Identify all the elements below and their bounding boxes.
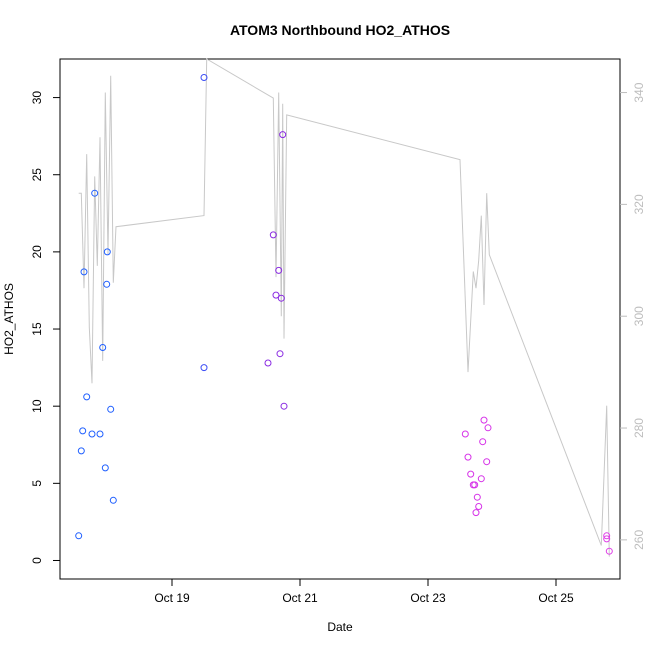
data-point <box>75 532 83 540</box>
y-axis: 0 5 10 15 20 25 30 <box>30 91 60 564</box>
y2-tick-label: 280 <box>632 418 646 438</box>
data-point <box>99 344 107 351</box>
data-point <box>605 547 613 555</box>
data-point <box>88 430 96 438</box>
data-point <box>79 427 87 435</box>
y2-tick-label: 260 <box>632 530 646 550</box>
data-point <box>471 481 479 489</box>
y2-tick-label: 300 <box>632 306 646 326</box>
data-point <box>467 470 475 478</box>
data-point <box>101 464 109 472</box>
data-point <box>96 430 104 438</box>
data-point <box>279 131 287 139</box>
data-point <box>109 496 117 504</box>
data-point <box>275 266 283 274</box>
y-tick-label: 15 <box>30 322 44 336</box>
data-point <box>200 74 208 81</box>
data-point <box>103 280 111 288</box>
data-point <box>477 475 485 483</box>
y-tick-label: 20 <box>30 245 44 259</box>
x-tick-label: Oct 19 <box>154 591 190 605</box>
data-point <box>461 430 469 438</box>
data-point <box>480 416 488 424</box>
data-point <box>277 294 285 302</box>
y-tick-label: 30 <box>30 91 44 105</box>
data-point <box>276 350 284 358</box>
data-point <box>83 393 91 401</box>
y-tick-label: 25 <box>30 168 44 182</box>
data-point <box>80 268 88 276</box>
data-point <box>473 493 481 501</box>
y2-axis: 260 280 300 320 340 <box>620 82 646 550</box>
data-point <box>472 509 480 517</box>
data-point <box>77 447 85 455</box>
plot-frame <box>59 58 621 580</box>
series-line-path <box>78 58 610 557</box>
x-axis-label: Date <box>327 620 353 634</box>
point-series <box>75 74 613 555</box>
data-point <box>479 438 487 446</box>
y2-tick-label: 320 <box>632 194 646 214</box>
data-point <box>280 402 288 410</box>
data-point <box>464 453 472 461</box>
data-point <box>103 248 111 256</box>
chart-title: ATOM3 Northbound HO2_ATHOS <box>230 22 450 38</box>
data-point <box>272 291 280 299</box>
x-axis: Oct 19 Oct 21 Oct 23 Oct 25 <box>154 579 574 605</box>
data-point <box>603 532 611 540</box>
right-axis-series-line <box>78 58 610 557</box>
y2-tick-label: 340 <box>632 82 646 102</box>
x-tick-label: Oct 23 <box>410 591 446 605</box>
data-point <box>483 458 491 466</box>
data-point <box>107 405 115 413</box>
data-point <box>269 231 277 239</box>
y-tick-label: 5 <box>30 480 44 487</box>
x-tick-label: Oct 21 <box>282 591 318 605</box>
data-point <box>603 535 611 543</box>
data-point <box>264 359 272 367</box>
y-tick-label: 10 <box>30 399 44 413</box>
y-axis-label: HO2_ATHOS <box>2 283 16 355</box>
data-point <box>200 364 208 372</box>
data-point <box>91 189 99 197</box>
data-point <box>475 503 483 510</box>
data-point <box>484 424 492 432</box>
x-tick-label: Oct 25 <box>538 591 574 605</box>
y-tick-label: 0 <box>30 557 44 564</box>
